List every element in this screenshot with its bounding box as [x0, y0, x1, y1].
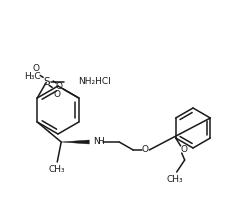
- Text: CH₃: CH₃: [166, 174, 182, 184]
- Text: H: H: [97, 136, 104, 145]
- Text: NH₂HCl: NH₂HCl: [78, 77, 110, 86]
- Text: N: N: [93, 136, 100, 145]
- Text: H₃C: H₃C: [25, 72, 41, 80]
- Polygon shape: [61, 140, 89, 144]
- Text: O: O: [179, 145, 186, 155]
- Text: O: O: [55, 82, 63, 90]
- Text: O: O: [54, 90, 60, 99]
- Text: O: O: [33, 64, 40, 73]
- Text: S: S: [43, 77, 49, 87]
- Text: O: O: [141, 145, 148, 153]
- Text: CH₃: CH₃: [49, 165, 65, 174]
